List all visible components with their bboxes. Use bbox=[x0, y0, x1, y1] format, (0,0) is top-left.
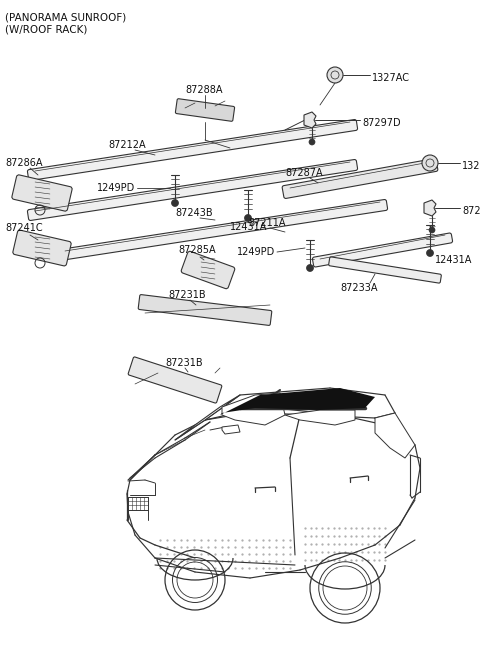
Circle shape bbox=[309, 139, 315, 145]
Polygon shape bbox=[222, 425, 240, 434]
Polygon shape bbox=[304, 112, 316, 128]
FancyBboxPatch shape bbox=[329, 257, 441, 283]
Text: 87212A: 87212A bbox=[108, 140, 145, 150]
Text: 1249PD: 1249PD bbox=[237, 247, 275, 257]
Text: 1327AC: 1327AC bbox=[372, 73, 410, 83]
Text: 12431A: 12431A bbox=[230, 222, 267, 232]
Polygon shape bbox=[222, 393, 285, 425]
Text: 87233A: 87233A bbox=[340, 283, 377, 293]
Text: (PANORAMA SUNROOF): (PANORAMA SUNROOF) bbox=[5, 13, 126, 23]
Polygon shape bbox=[220, 388, 375, 415]
Text: 87231B: 87231B bbox=[165, 358, 203, 368]
Circle shape bbox=[427, 249, 433, 256]
Polygon shape bbox=[375, 413, 415, 458]
FancyBboxPatch shape bbox=[128, 357, 222, 403]
Circle shape bbox=[422, 155, 438, 171]
Text: 87231B: 87231B bbox=[168, 290, 205, 300]
Circle shape bbox=[171, 199, 179, 207]
Text: 87211A: 87211A bbox=[248, 218, 286, 228]
FancyBboxPatch shape bbox=[27, 119, 358, 180]
FancyBboxPatch shape bbox=[138, 295, 272, 325]
FancyBboxPatch shape bbox=[12, 175, 72, 211]
Text: 87288A: 87288A bbox=[185, 85, 223, 95]
Circle shape bbox=[244, 215, 252, 222]
Text: 87243B: 87243B bbox=[175, 208, 213, 218]
Text: 1327AC: 1327AC bbox=[462, 161, 480, 171]
Circle shape bbox=[429, 227, 435, 233]
FancyBboxPatch shape bbox=[312, 233, 453, 267]
Text: 87297D: 87297D bbox=[362, 118, 401, 128]
Text: 1249PD: 1249PD bbox=[97, 183, 135, 193]
Text: 87241C: 87241C bbox=[5, 223, 43, 233]
FancyBboxPatch shape bbox=[282, 159, 438, 199]
Text: 12431A: 12431A bbox=[435, 255, 472, 265]
Text: 87285A: 87285A bbox=[178, 245, 216, 255]
FancyBboxPatch shape bbox=[181, 251, 235, 289]
Text: 87287A: 87287A bbox=[285, 168, 323, 178]
Text: 87286A: 87286A bbox=[5, 158, 43, 168]
FancyBboxPatch shape bbox=[175, 98, 235, 121]
FancyBboxPatch shape bbox=[27, 159, 358, 220]
Text: 87297D: 87297D bbox=[462, 206, 480, 216]
FancyBboxPatch shape bbox=[58, 199, 387, 260]
Circle shape bbox=[307, 264, 313, 272]
FancyBboxPatch shape bbox=[13, 230, 71, 266]
Polygon shape bbox=[285, 410, 355, 425]
Circle shape bbox=[327, 67, 343, 83]
Polygon shape bbox=[175, 395, 240, 440]
Text: (W/ROOF RACK): (W/ROOF RACK) bbox=[5, 25, 87, 35]
Polygon shape bbox=[424, 200, 436, 216]
